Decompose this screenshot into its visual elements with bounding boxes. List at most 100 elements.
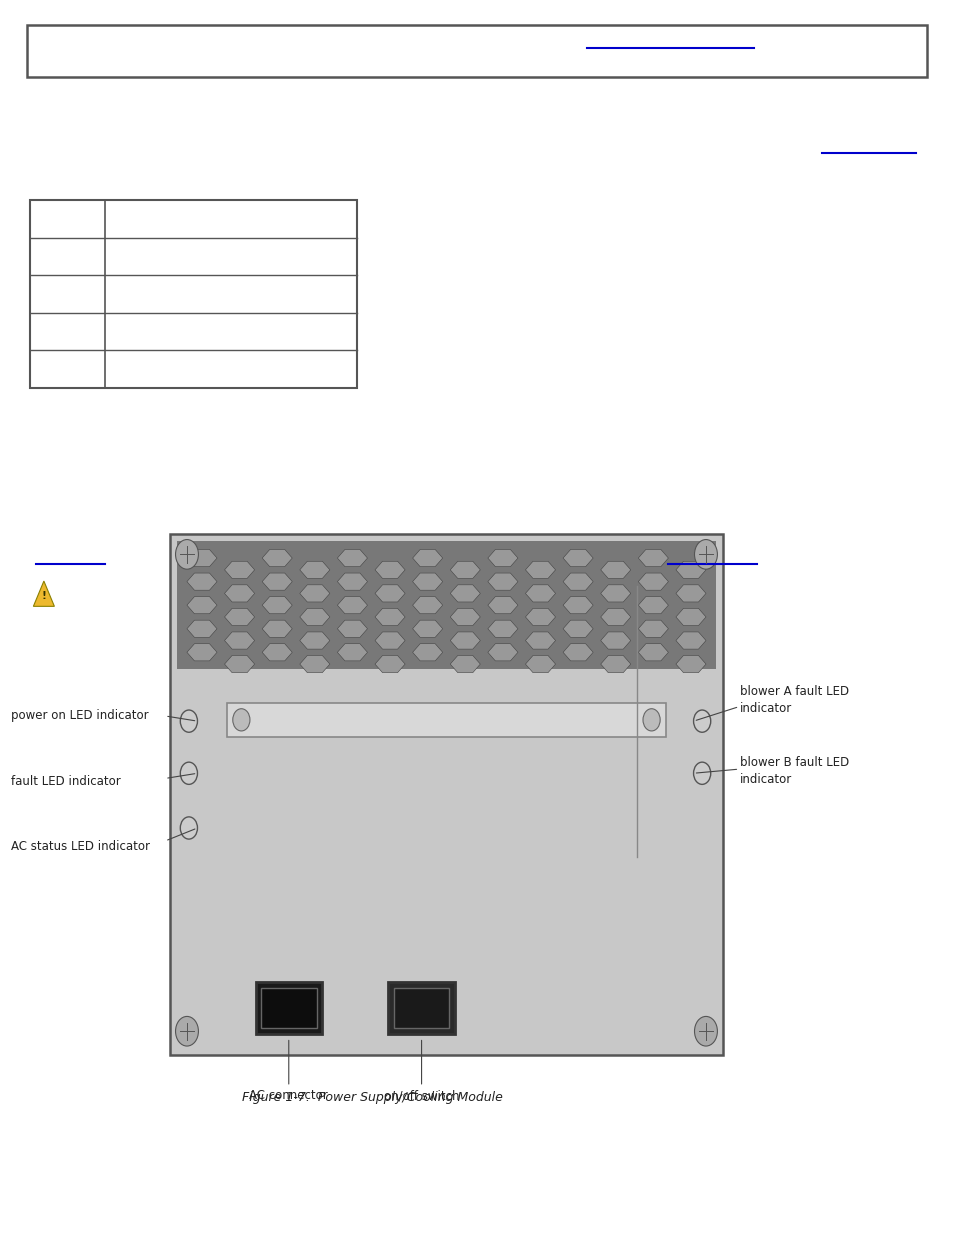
- Bar: [170, 534, 722, 1055]
- Polygon shape: [224, 609, 254, 626]
- Polygon shape: [562, 597, 593, 614]
- Polygon shape: [375, 609, 405, 626]
- Polygon shape: [638, 550, 668, 567]
- Polygon shape: [487, 643, 517, 661]
- Polygon shape: [413, 597, 442, 614]
- Bar: [177, 541, 715, 669]
- Polygon shape: [638, 597, 668, 614]
- Text: blower A fault LED
indicator: blower A fault LED indicator: [740, 685, 848, 715]
- Polygon shape: [413, 620, 442, 637]
- Polygon shape: [600, 609, 630, 626]
- Polygon shape: [525, 561, 555, 578]
- Polygon shape: [676, 561, 705, 578]
- Polygon shape: [187, 597, 216, 614]
- Circle shape: [180, 710, 197, 732]
- Polygon shape: [413, 573, 442, 590]
- Polygon shape: [562, 620, 593, 637]
- Circle shape: [175, 1016, 198, 1046]
- Polygon shape: [600, 632, 630, 650]
- Polygon shape: [262, 597, 292, 614]
- Circle shape: [693, 762, 710, 784]
- Polygon shape: [600, 656, 630, 673]
- Polygon shape: [600, 561, 630, 578]
- Bar: [255, 982, 321, 1034]
- Polygon shape: [676, 609, 705, 626]
- Circle shape: [694, 540, 717, 569]
- Text: blower B fault LED
indicator: blower B fault LED indicator: [740, 756, 849, 785]
- Polygon shape: [375, 632, 405, 650]
- Polygon shape: [337, 573, 367, 590]
- Text: power on LED indicator: power on LED indicator: [11, 709, 149, 722]
- Bar: [388, 982, 455, 1034]
- Polygon shape: [224, 585, 254, 601]
- Polygon shape: [450, 656, 479, 673]
- Circle shape: [180, 816, 197, 839]
- Polygon shape: [525, 632, 555, 650]
- Polygon shape: [450, 585, 479, 601]
- Polygon shape: [525, 656, 555, 673]
- Polygon shape: [676, 585, 705, 601]
- Bar: [260, 988, 316, 1028]
- Polygon shape: [299, 609, 330, 626]
- Text: !: !: [41, 592, 47, 601]
- Polygon shape: [224, 632, 254, 650]
- Text: AC connector: AC connector: [249, 1089, 328, 1103]
- Polygon shape: [187, 550, 216, 567]
- Polygon shape: [676, 632, 705, 650]
- Circle shape: [693, 710, 710, 732]
- Polygon shape: [638, 620, 668, 637]
- Circle shape: [180, 762, 197, 784]
- Polygon shape: [638, 643, 668, 661]
- Polygon shape: [375, 656, 405, 673]
- Polygon shape: [262, 550, 292, 567]
- Polygon shape: [337, 550, 367, 567]
- Polygon shape: [337, 643, 367, 661]
- Bar: [27, 25, 926, 77]
- Polygon shape: [262, 620, 292, 637]
- Polygon shape: [450, 609, 479, 626]
- Circle shape: [175, 540, 198, 569]
- Circle shape: [694, 1016, 717, 1046]
- Text: AC status LED indicator: AC status LED indicator: [11, 840, 151, 852]
- Polygon shape: [224, 561, 254, 578]
- Polygon shape: [337, 597, 367, 614]
- Polygon shape: [299, 585, 330, 601]
- Polygon shape: [562, 573, 593, 590]
- Polygon shape: [375, 561, 405, 578]
- Polygon shape: [299, 656, 330, 673]
- Polygon shape: [299, 561, 330, 578]
- Polygon shape: [450, 561, 479, 578]
- Polygon shape: [562, 643, 593, 661]
- Polygon shape: [676, 656, 705, 673]
- Polygon shape: [262, 643, 292, 661]
- Polygon shape: [337, 620, 367, 637]
- Polygon shape: [487, 573, 517, 590]
- Polygon shape: [450, 632, 479, 650]
- Bar: [394, 988, 449, 1028]
- Polygon shape: [525, 609, 555, 626]
- Circle shape: [642, 709, 659, 731]
- Polygon shape: [187, 573, 216, 590]
- Polygon shape: [600, 585, 630, 601]
- Bar: [227, 703, 665, 737]
- Polygon shape: [375, 585, 405, 601]
- Text: Figure 1-7.  Power Supply/Cooling Module: Figure 1-7. Power Supply/Cooling Module: [241, 1092, 502, 1104]
- Polygon shape: [525, 585, 555, 601]
- Text: on/off switch: on/off switch: [383, 1089, 458, 1103]
- Polygon shape: [187, 620, 216, 637]
- Circle shape: [233, 709, 250, 731]
- Polygon shape: [413, 550, 442, 567]
- Polygon shape: [187, 643, 216, 661]
- Text: fault LED indicator: fault LED indicator: [11, 776, 121, 788]
- Polygon shape: [262, 573, 292, 590]
- Polygon shape: [413, 643, 442, 661]
- Polygon shape: [299, 632, 330, 650]
- Polygon shape: [487, 597, 517, 614]
- Polygon shape: [33, 582, 54, 606]
- Polygon shape: [562, 550, 593, 567]
- Polygon shape: [224, 656, 254, 673]
- Polygon shape: [487, 550, 517, 567]
- Polygon shape: [487, 620, 517, 637]
- Polygon shape: [638, 573, 668, 590]
- Bar: [30, 200, 356, 388]
